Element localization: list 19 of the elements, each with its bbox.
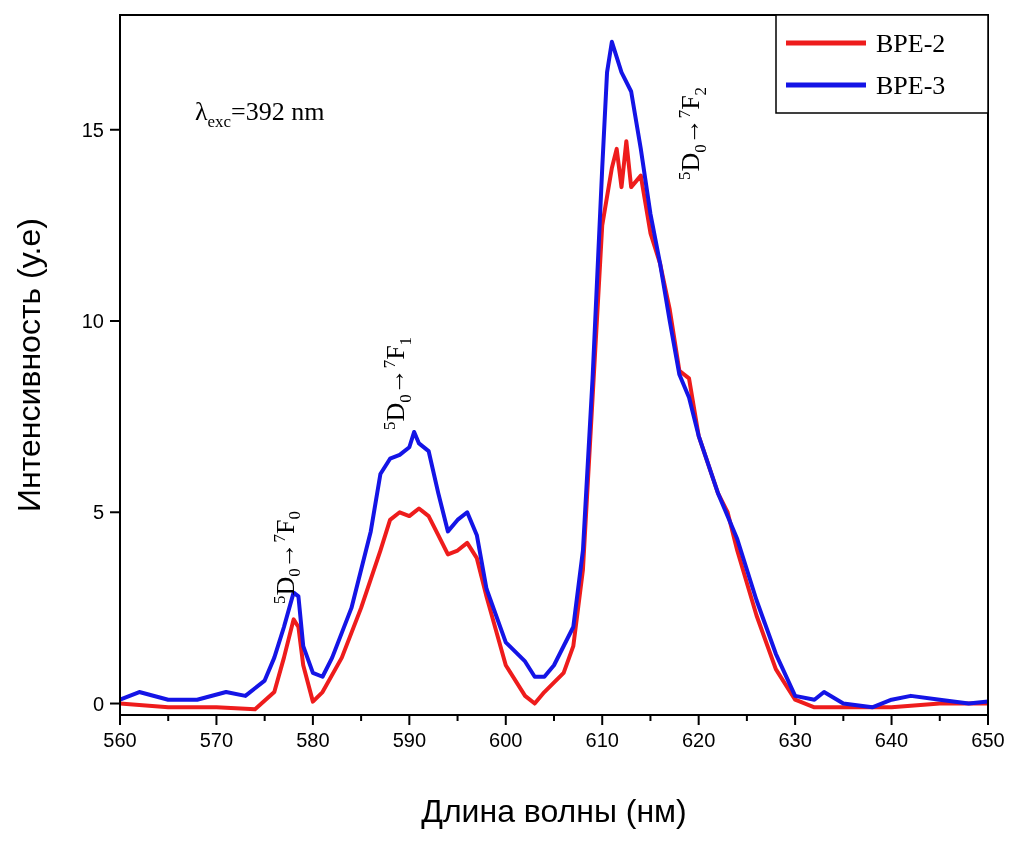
annotation: λ$_{exc}$=392 nm xyxy=(195,97,325,131)
x-tick-label: 650 xyxy=(971,729,1005,751)
x-tick-label: 640 xyxy=(874,729,909,751)
x-tick-label: 600 xyxy=(489,729,523,751)
y-tick-label: 10 xyxy=(81,310,104,333)
x-tick-label: 580 xyxy=(296,729,330,751)
y-tick-label: 0 xyxy=(92,692,104,715)
y-tick-label: 5 xyxy=(92,501,104,524)
x-tick-label: 620 xyxy=(681,729,716,751)
x-tick-label: 560 xyxy=(103,729,137,751)
x-tick-label: 570 xyxy=(199,729,234,751)
legend-label: BPE-3 xyxy=(876,71,946,100)
legend-label: BPE-2 xyxy=(876,29,946,58)
y-axis-title: Интенсивность (у.е) xyxy=(11,218,47,512)
x-tick-label: 610 xyxy=(585,729,619,751)
x-tick-label: 590 xyxy=(392,729,427,751)
y-tick-label: 15 xyxy=(81,118,104,141)
x-axis-title: Длина волны (нм) xyxy=(421,793,687,829)
x-tick-label: 630 xyxy=(778,729,812,751)
